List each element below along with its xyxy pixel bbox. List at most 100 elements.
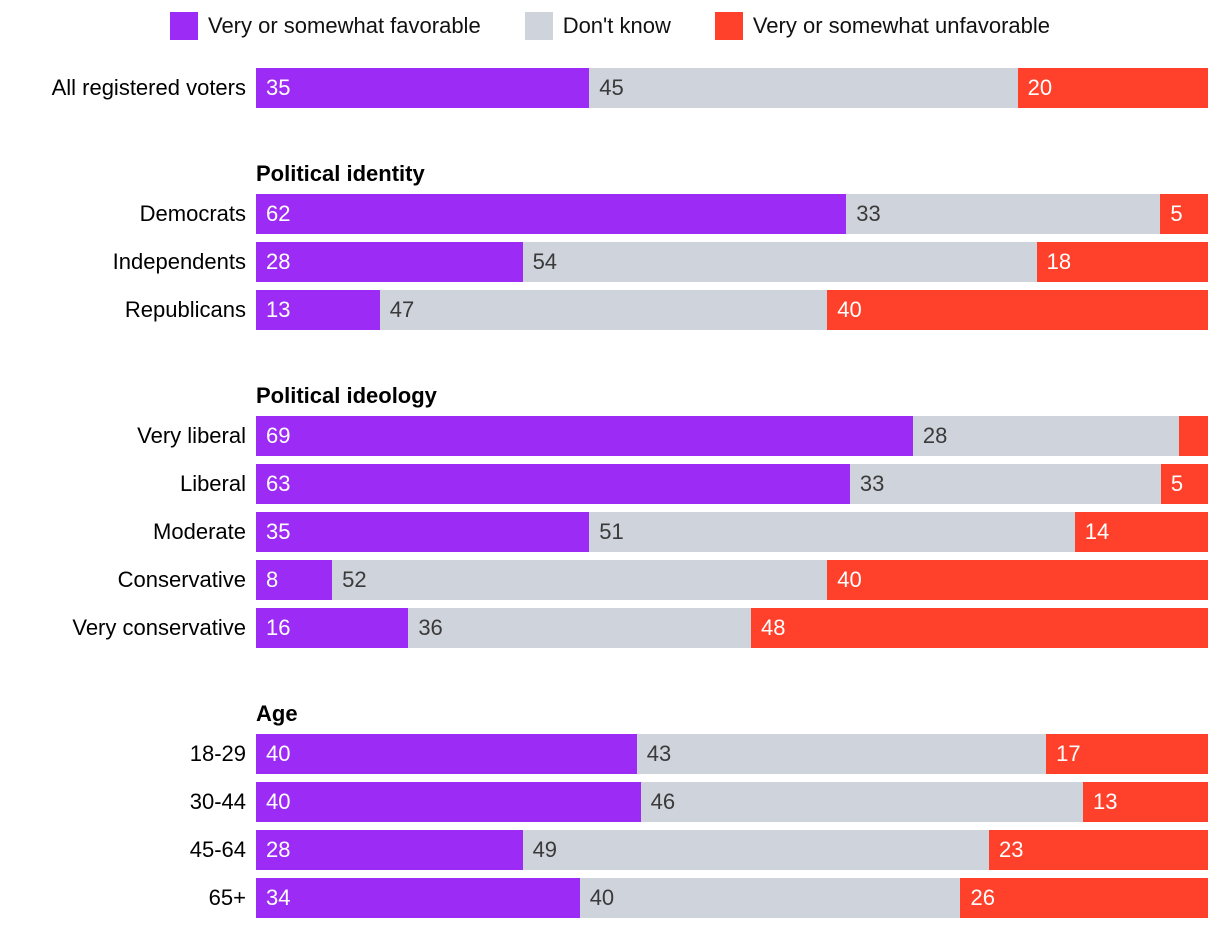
bar-row: Very conservative 16 36 48 xyxy=(0,608,1208,648)
segment-value: 33 xyxy=(859,471,885,496)
row-label: 18-29 xyxy=(189,741,246,766)
bar-row: Republicans 13 47 40 xyxy=(0,290,1208,330)
row-label: Liberal xyxy=(179,471,246,496)
bar-track: 28 54 18 xyxy=(256,242,1208,282)
segment-dont_know: 28 xyxy=(912,416,1180,456)
bar-track: 13 47 40 xyxy=(256,290,1208,330)
segment-value: 40 xyxy=(266,789,291,814)
row-label: 65+ xyxy=(208,885,246,910)
segment-value: 63 xyxy=(266,471,291,496)
legend-swatch-unfavorable xyxy=(714,12,743,40)
bar-track: 40 43 17 xyxy=(256,734,1208,774)
section-header: Political identity xyxy=(256,161,425,186)
bar-track: 28 49 23 xyxy=(256,830,1208,870)
segment-value: 5 xyxy=(1170,471,1184,496)
segment-unfavorable: 48 xyxy=(751,608,1208,648)
row-label: 45-64 xyxy=(189,837,246,862)
bar-row: 45-64 28 49 23 xyxy=(0,830,1208,870)
segment-value: 34 xyxy=(266,885,291,910)
bar-track: 35 51 14 xyxy=(256,512,1208,552)
segment-unfavorable: 40 xyxy=(827,290,1208,330)
segment-value: 5 xyxy=(1170,201,1183,226)
segment-value: 28 xyxy=(922,423,948,448)
segment-favorable: 8 xyxy=(256,560,333,600)
bar-track: 62 33 5 xyxy=(256,194,1208,234)
bar-row: Very liberal 69 28 xyxy=(0,416,1208,456)
segment-value: 33 xyxy=(856,201,881,226)
legend-swatch-dont_know xyxy=(524,12,553,40)
segment-value: 52 xyxy=(342,567,367,592)
segment-value: 13 xyxy=(266,297,291,322)
segment-favorable: 63 xyxy=(256,464,850,504)
bar-row: Democrats 62 33 5 xyxy=(0,194,1208,234)
segment-favorable: 69 xyxy=(256,416,913,456)
segment-value: 14 xyxy=(1084,519,1110,544)
segment-value: 62 xyxy=(266,201,291,226)
segment-value: 23 xyxy=(999,837,1024,862)
bar-track: 63 33 5 xyxy=(256,464,1208,504)
segment-unfavorable: 20 xyxy=(1017,68,1209,108)
segment-value: 46 xyxy=(650,789,676,814)
segment-dont_know: 36 xyxy=(408,608,752,648)
segment-favorable: 35 xyxy=(256,68,590,108)
row-label: Republicans xyxy=(124,297,246,322)
segment-value: 54 xyxy=(532,249,558,274)
row-label: Very conservative xyxy=(72,615,246,640)
segment-favorable: 35 xyxy=(256,512,590,552)
segment-favorable: 34 xyxy=(256,878,580,918)
bar-row: Independents 28 54 18 xyxy=(0,242,1208,282)
bar-track: 16 36 48 xyxy=(256,608,1208,648)
row-label: Democrats xyxy=(139,201,246,226)
row-label: Independents xyxy=(112,249,246,274)
segment-value: 17 xyxy=(1056,741,1081,766)
segment-dont_know: 33 xyxy=(849,464,1161,504)
bar-row: 65+ 34 40 26 xyxy=(0,878,1208,918)
segment-favorable: 40 xyxy=(256,734,637,774)
segment-value: 49 xyxy=(532,837,558,862)
bar-track: 34 40 26 xyxy=(256,878,1208,918)
segment-value: 47 xyxy=(389,297,415,322)
segment-unfavorable: 17 xyxy=(1046,734,1208,774)
segment-value: 69 xyxy=(266,423,291,448)
bar-track: 40 46 13 xyxy=(256,782,1208,822)
segment-unfavorable: 26 xyxy=(960,878,1208,918)
segment-value: 36 xyxy=(418,615,443,640)
segment-value: 48 xyxy=(761,615,786,640)
segment-favorable: 28 xyxy=(256,830,523,870)
legend: Very or somewhat favorable Don't know Very… xyxy=(0,0,1220,40)
segment-favorable: 28 xyxy=(256,242,523,282)
segment-value: 35 xyxy=(266,75,291,100)
stacked-bar-chart: All registered voters 35 45 20 Political ide… xyxy=(0,68,1220,918)
segment-dont_know: 54 xyxy=(522,242,1037,282)
segment-value: 40 xyxy=(266,741,291,766)
legend-label-dont_know: Don't know xyxy=(562,13,671,38)
segment-favorable: 62 xyxy=(256,194,847,234)
segment-dont_know: 52 xyxy=(332,560,828,600)
legend-item-favorable: Very or somewhat favorable xyxy=(169,12,481,40)
bar-track: 35 45 20 xyxy=(256,68,1209,108)
segment-dont_know: 51 xyxy=(589,512,1075,552)
segment-value: 26 xyxy=(970,885,995,910)
segment-unfavorable: 40 xyxy=(827,560,1208,600)
segment-unfavorable: 14 xyxy=(1074,512,1208,552)
segment-value: 45 xyxy=(599,75,624,100)
bar-row: Moderate 35 51 14 xyxy=(0,512,1208,552)
segment-value: 20 xyxy=(1027,75,1053,100)
segment-dont_know: 43 xyxy=(636,734,1047,774)
segment-value: 8 xyxy=(266,567,279,592)
legend-item-dont_know: Don't know xyxy=(524,12,671,40)
bar-track: 69 28 xyxy=(256,416,1208,456)
segment-dont_know: 40 xyxy=(579,878,961,918)
segment-favorable: 40 xyxy=(256,782,641,822)
segment-value: 43 xyxy=(646,741,672,766)
segment-favorable: 16 xyxy=(256,608,409,648)
segment-value: 51 xyxy=(599,519,624,544)
legend-label-favorable: Very or somewhat favorable xyxy=(207,13,481,38)
segment-value: 35 xyxy=(266,519,291,544)
segment-value: 40 xyxy=(589,885,615,910)
segment-value: 13 xyxy=(1092,789,1118,814)
section-header: Age xyxy=(256,701,298,726)
segment-value: 28 xyxy=(266,249,291,274)
bar-row: 18-29 40 43 17 xyxy=(0,734,1208,774)
bar-track: 8 52 40 xyxy=(256,560,1208,600)
